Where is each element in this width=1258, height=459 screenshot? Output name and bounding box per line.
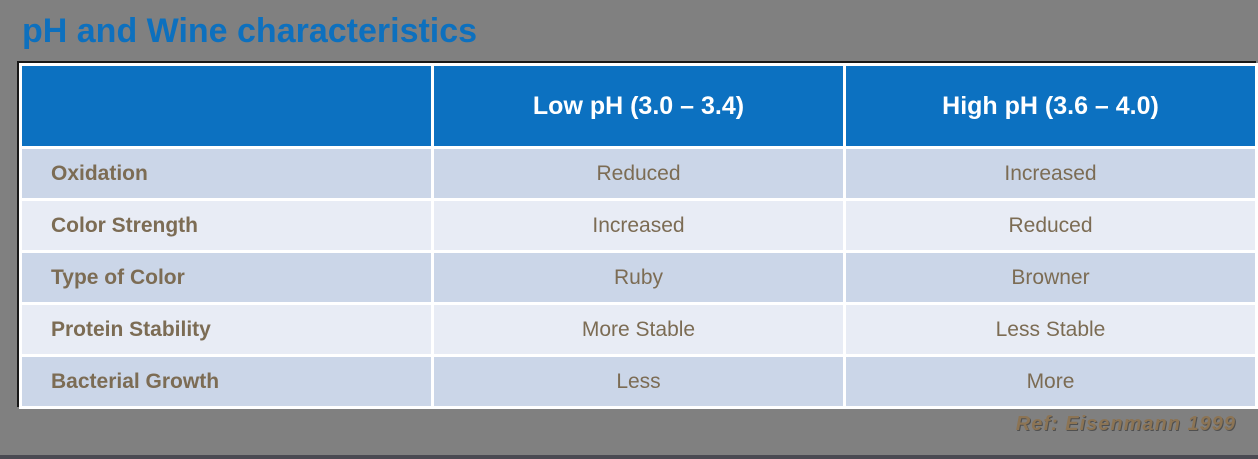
- header-cell-low-ph: Low pH (3.0 – 3.4): [434, 66, 843, 146]
- row-high-ph-cell: Increased: [846, 149, 1255, 198]
- ph-wine-table: Low pH (3.0 – 3.4) High pH (3.6 – 4.0) O…: [19, 63, 1258, 409]
- row-high-ph-cell: Browner: [846, 253, 1255, 302]
- row-high-ph-cell: More: [846, 357, 1255, 406]
- slide-bottom-edge: [0, 455, 1258, 459]
- header-cell-empty: [22, 66, 431, 146]
- row-high-ph-cell: Reduced: [846, 201, 1255, 250]
- row-low-ph-cell: Less: [434, 357, 843, 406]
- row-label-cell: Type of Color: [22, 253, 431, 302]
- row-low-ph-cell: Ruby: [434, 253, 843, 302]
- row-high-ph-cell: Less Stable: [846, 305, 1255, 354]
- reference-citation: Ref: Eisenmann 1999: [1015, 413, 1236, 435]
- row-label-cell: Bacterial Growth: [22, 357, 431, 406]
- row-label-cell: Color Strength: [22, 201, 431, 250]
- row-low-ph-cell: Reduced: [434, 149, 843, 198]
- row-label-cell: Protein Stability: [22, 305, 431, 354]
- row-low-ph-cell: More Stable: [434, 305, 843, 354]
- row-low-ph-cell: Increased: [434, 201, 843, 250]
- row-label-cell: Oxidation: [22, 149, 431, 198]
- header-cell-high-ph: High pH (3.6 – 4.0): [846, 66, 1255, 146]
- page-title: pH and Wine characteristics: [22, 12, 478, 50]
